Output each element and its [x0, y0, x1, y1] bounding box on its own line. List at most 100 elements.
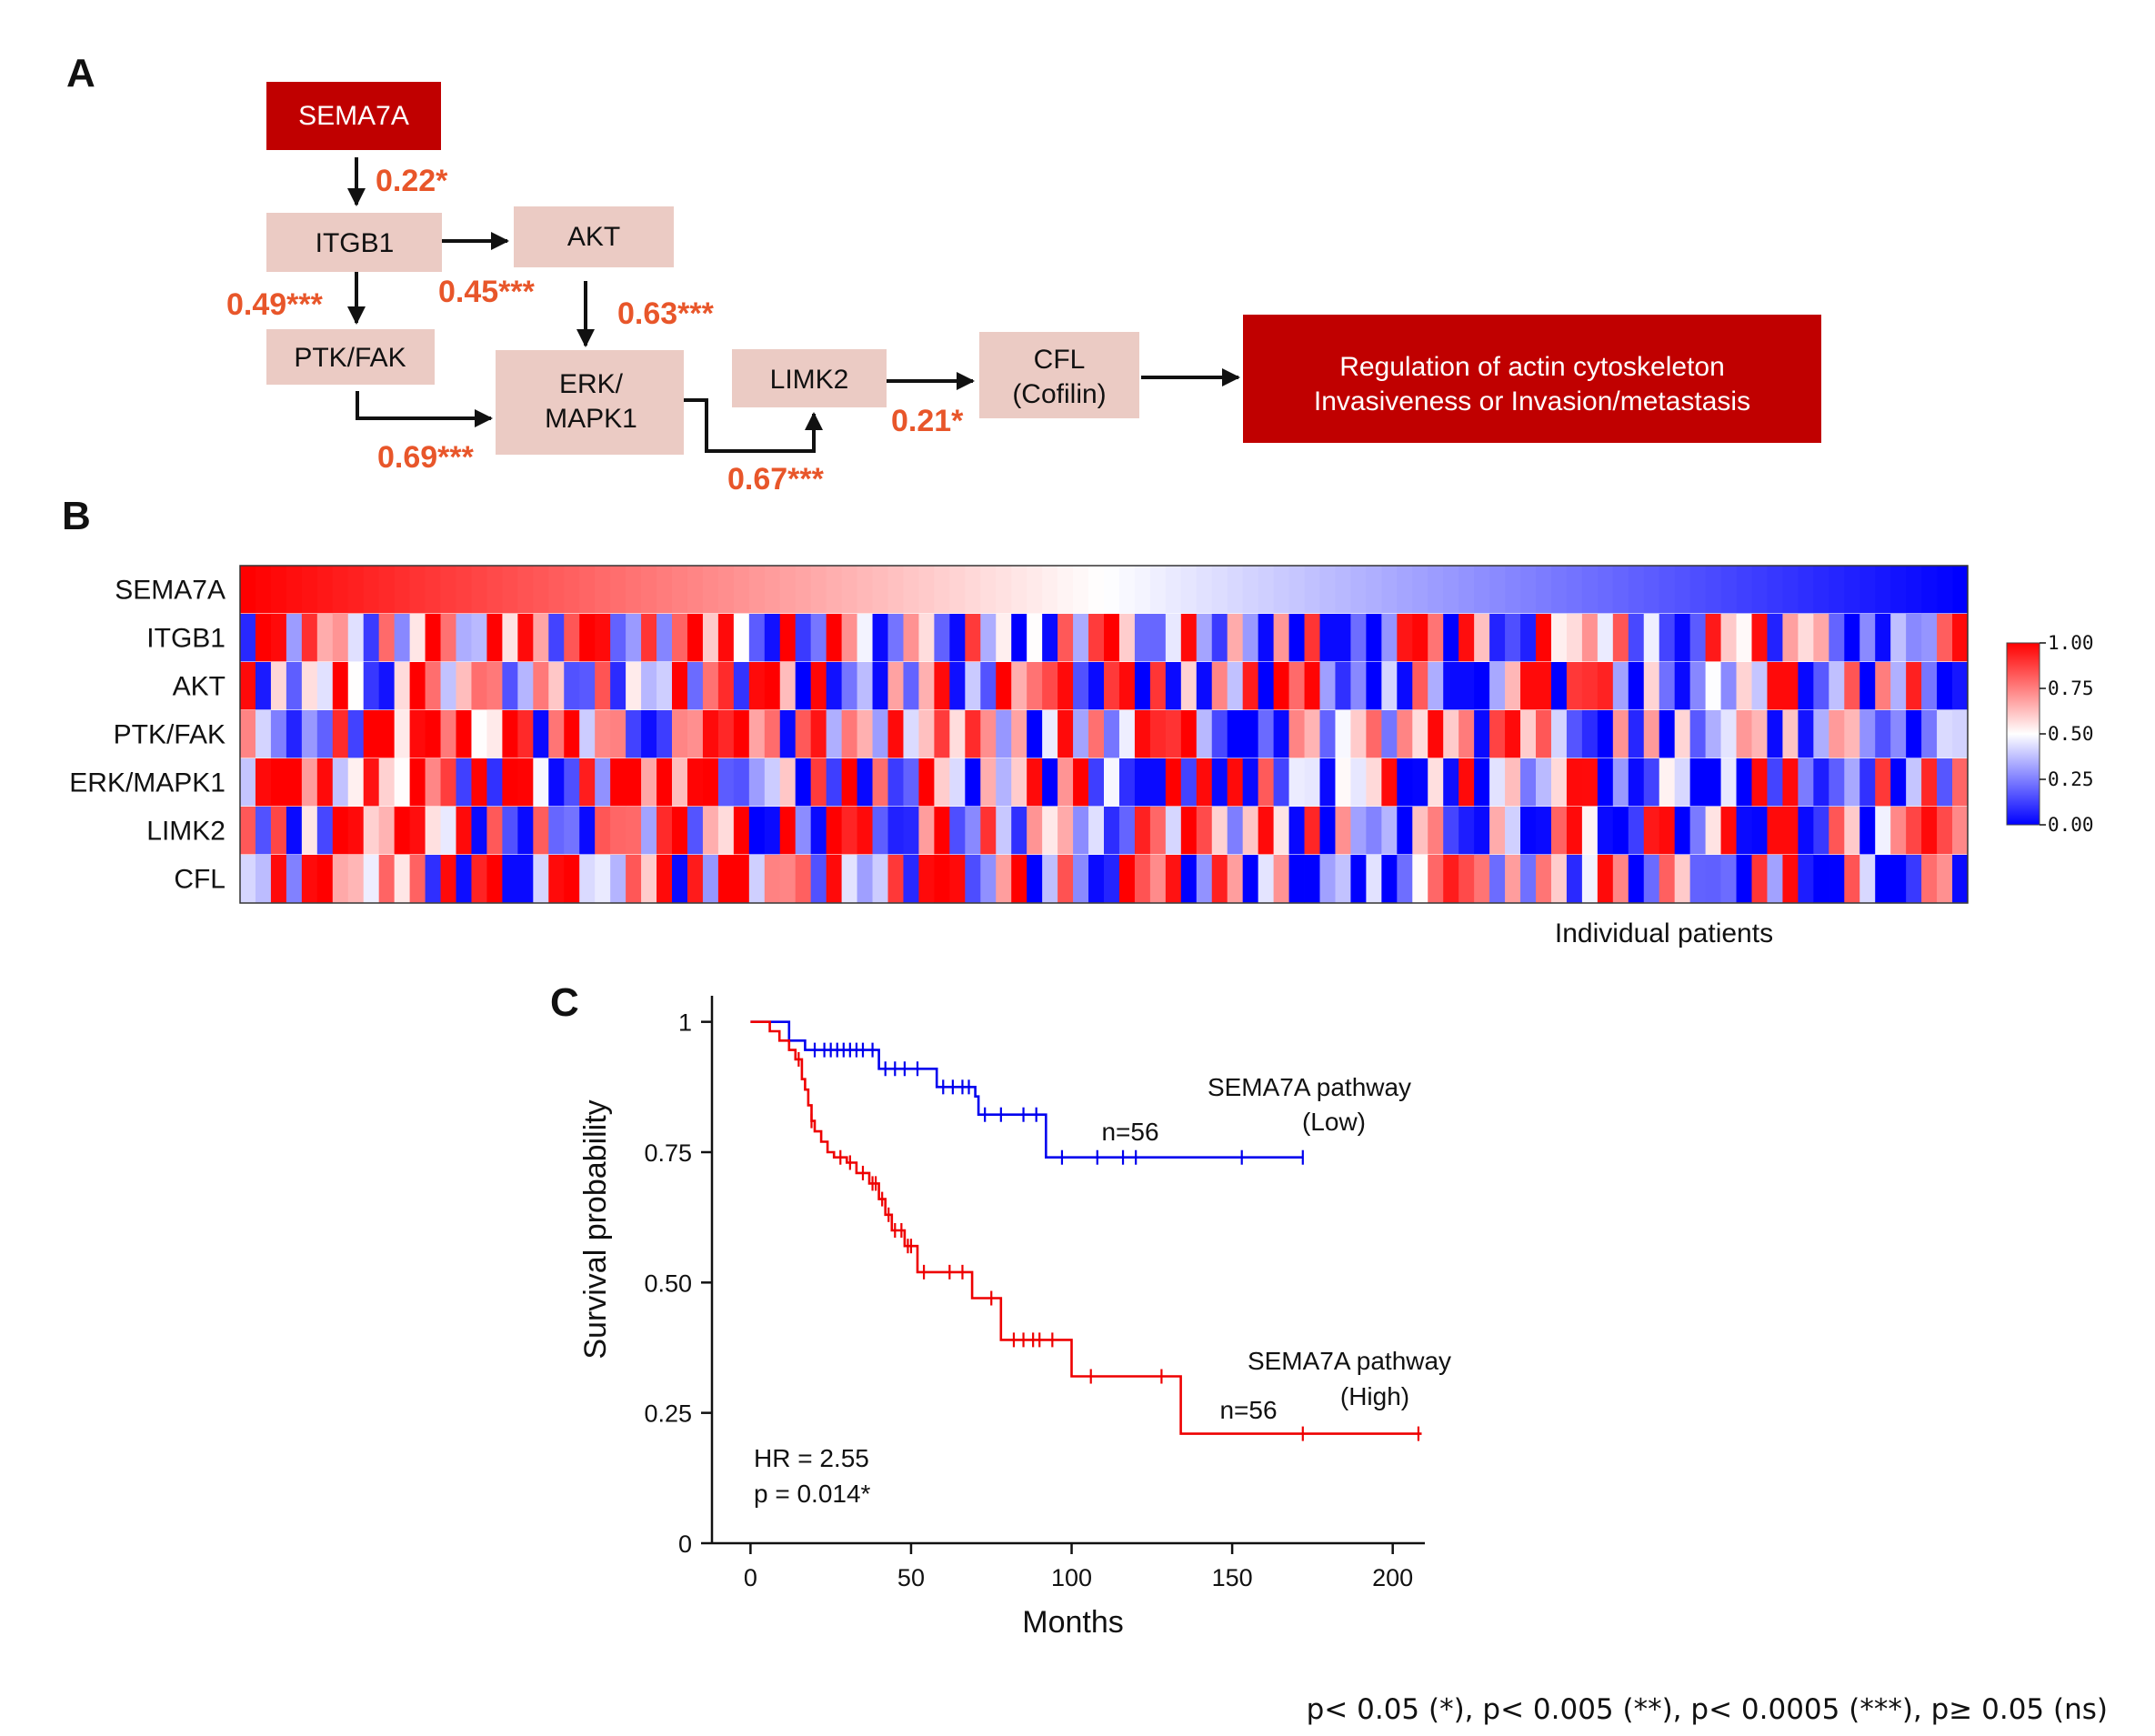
x-tick-label: 0: [744, 1564, 757, 1591]
heatmap-cell: [1813, 614, 1829, 662]
heatmap-cell: [1489, 566, 1506, 614]
heatmap-cell: [1736, 614, 1752, 662]
heatmap-cell: [286, 662, 303, 710]
panel-a: A SEMA7A ITGB1 AKT PTK/FAK ERK/ MAPK1 LI…: [66, 51, 1821, 497]
heatmap-cell: [764, 855, 781, 903]
heatmap-cell: [595, 662, 611, 710]
heatmap-cell: [378, 614, 396, 662]
heatmap-cell: [641, 710, 657, 758]
heatmap-cell: [1104, 566, 1120, 614]
heatmap-cell: [517, 710, 534, 758]
heatmap-cell: [1227, 758, 1244, 807]
heatmap-cell: [1767, 566, 1783, 614]
heatmap-cell: [764, 758, 781, 807]
low-series-label-2: (Low): [1302, 1108, 1366, 1136]
heatmap-cell: [1705, 807, 1721, 855]
heatmap-cell: [1612, 614, 1629, 662]
heatmap-cell: [1258, 614, 1274, 662]
heatmap-cell: [733, 855, 750, 903]
heatmap-cell: [1149, 710, 1167, 758]
heatmap-cell: [1536, 855, 1552, 903]
heatmap-cell: [1011, 614, 1027, 662]
heatmap-cell: [1597, 807, 1614, 855]
heatmap-cell: [826, 710, 842, 758]
heatmap-cell: [548, 855, 565, 903]
heatmap-cell: [1073, 614, 1089, 662]
heatmap-cell: [363, 758, 380, 807]
heatmap-cell: [1350, 662, 1367, 710]
heatmap-cell: [1196, 807, 1213, 855]
heatmap-cell: [1474, 614, 1490, 662]
heatmap-cell: [1859, 662, 1876, 710]
heatmap-cell: [1304, 662, 1320, 710]
heatmap-cell: [610, 662, 626, 710]
heatmap-cell: [1288, 566, 1305, 614]
heatmap-cell: [1134, 566, 1151, 614]
heatmap-cell: [471, 566, 487, 614]
heatmap-cell: [456, 807, 472, 855]
heatmap-cell: [857, 662, 873, 710]
arrow-ptk-erk: [356, 391, 493, 427]
heatmap-cell: [1767, 614, 1783, 662]
heatmap-cell: [687, 710, 704, 758]
heatmap-cell: [1057, 566, 1074, 614]
heatmap-cell: [1674, 807, 1691, 855]
heatmap-cell: [1073, 758, 1089, 807]
heatmap-cell: [1597, 855, 1614, 903]
heatmap-cell: [1813, 662, 1829, 710]
heatmap-row-label: SEMA7A: [115, 576, 226, 606]
heatmap-cell: [564, 566, 580, 614]
heatmap-cell: [733, 807, 750, 855]
heatmap-cell: [1536, 662, 1552, 710]
corr-erk-limk2: 0.67***: [727, 462, 825, 497]
heatmap-cell: [1443, 662, 1459, 710]
heatmap-cell: [702, 614, 719, 662]
heatmap-cell: [394, 614, 410, 662]
heatmap-cell: [1458, 807, 1475, 855]
heatmap-cell: [1288, 855, 1305, 903]
heatmap-cell: [1042, 758, 1058, 807]
heatmap-cell: [918, 614, 935, 662]
heatmap-cell: [240, 566, 256, 614]
heatmap-cell: [1149, 614, 1167, 662]
node-limk2: [732, 349, 887, 407]
heatmap-cell: [1489, 855, 1506, 903]
heatmap-cell: [1104, 855, 1120, 903]
heatmap-cell: [548, 614, 565, 662]
heatmap-cell: [1489, 662, 1506, 710]
heatmap-cell: [347, 807, 365, 855]
heatmap-cell: [1366, 758, 1382, 807]
heatmap-cell: [1304, 566, 1320, 614]
node-sema7a: [266, 82, 441, 150]
corr-sema7a-itgb1: 0.22*: [376, 164, 448, 198]
node-ptk: [266, 329, 435, 385]
heatmap-cell: [1242, 662, 1259, 710]
heatmap-cell: [1659, 662, 1676, 710]
heatmap-cell: [1242, 807, 1259, 855]
heatmap-cell: [717, 614, 735, 662]
heatmap-cell: [270, 662, 287, 710]
heatmap-cell: [795, 807, 812, 855]
heatmap-cell: [1952, 662, 1969, 710]
heatmap-cell: [1227, 614, 1244, 662]
heatmap-frame: [239, 565, 1969, 904]
heatmap-cell: [1689, 807, 1706, 855]
heatmap-cell: [687, 855, 704, 903]
heatmap-cell: [841, 662, 857, 710]
heatmap-cell: [316, 758, 334, 807]
heatmap-cell: [1288, 710, 1305, 758]
heatmap-cell: [316, 855, 334, 903]
heatmap-cell: [1705, 710, 1721, 758]
heatmap-cell: [1550, 710, 1568, 758]
heatmap-cell: [810, 566, 827, 614]
heatmap-cell: [1505, 710, 1521, 758]
heatmap-cell: [394, 855, 410, 903]
heatmap-cell: [1689, 710, 1706, 758]
heatmap-cell: [810, 758, 827, 807]
heatmap-cell: [595, 855, 611, 903]
heatmap-cell: [1165, 614, 1182, 662]
heatmap-cell: [1088, 758, 1105, 807]
heatmap-cell: [456, 758, 472, 807]
heatmap-row-labels: SEMA7A ITGB1 AKT PTK/FAK ERK/MAPK1 LIMK2 CFL: [69, 576, 226, 895]
heatmap-cell: [240, 855, 256, 903]
